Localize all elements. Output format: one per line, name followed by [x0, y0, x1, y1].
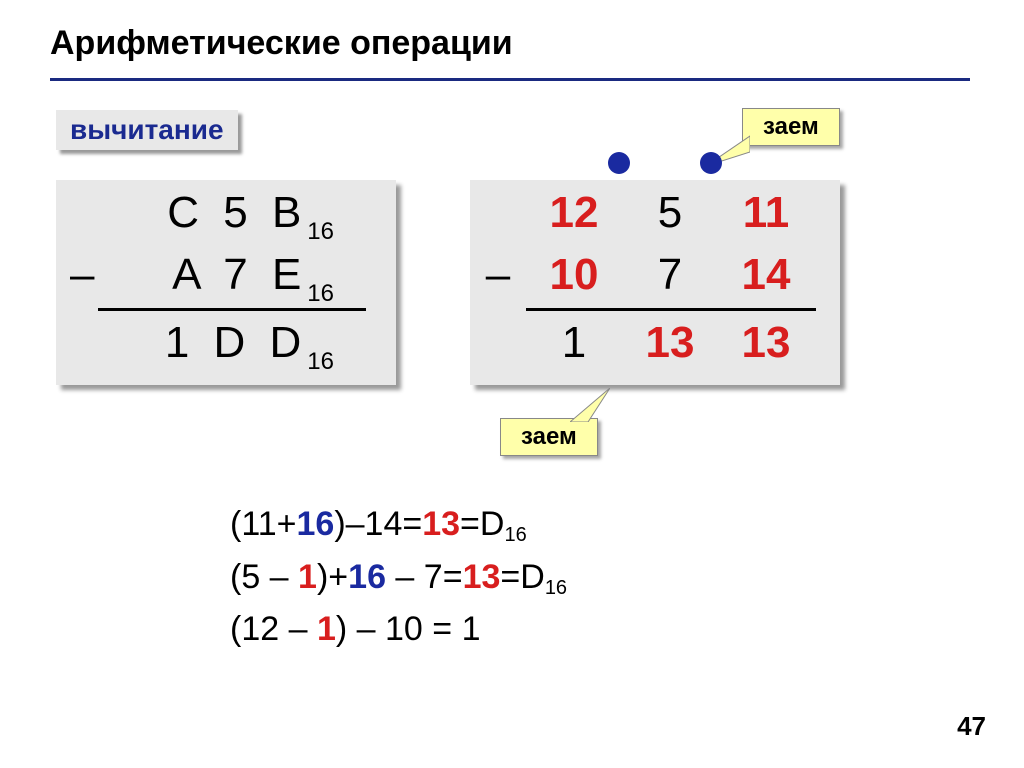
- callout-tail-bottom: [570, 388, 610, 422]
- borrow-callout-bottom: заем: [500, 418, 598, 456]
- dec-row-minuend: 12 5 11: [470, 188, 840, 238]
- hex-minuend: C 5 B16: [167, 188, 334, 238]
- borrow-label: заем: [521, 423, 577, 450]
- hex-result: 1 D D16: [165, 318, 334, 368]
- equations-block: (11+16)–14=13=D16 (5 – 1)+16 – 7=13=D16 …: [230, 498, 567, 656]
- equation-line: (5 – 1)+16 – 7=13=D16: [230, 551, 567, 604]
- dec-cell: 13: [718, 318, 814, 368]
- minus-sign: –: [470, 250, 526, 300]
- dec-cell: 7: [622, 250, 718, 300]
- dec-cell: 14: [718, 250, 814, 300]
- dec-cell: 11: [718, 188, 814, 238]
- page-number: 47: [957, 711, 986, 742]
- borrow-callout-top: заем: [742, 108, 840, 146]
- hex-rule: [98, 308, 366, 311]
- equation-line: (12 – 1) – 10 = 1: [230, 603, 567, 656]
- dec-cell: 1: [526, 318, 622, 368]
- dec-cell: 10: [526, 250, 622, 300]
- subtitle-box: вычитание: [56, 110, 238, 150]
- hex-subtraction-panel: C 5 B16 – A 7 E16 1 D D16: [56, 180, 396, 385]
- equation-line: (11+16)–14=13=D16: [230, 498, 567, 551]
- minus-sign: –: [70, 250, 94, 300]
- decimal-subtraction-panel: 12 5 11 – 10 7 14 1 13 13: [470, 180, 840, 385]
- dec-row-result: 1 13 13: [470, 318, 840, 368]
- dec-cell: 12: [526, 188, 622, 238]
- page-title: Арифметические операции: [50, 24, 513, 63]
- borrow-dot: [608, 152, 630, 174]
- borrow-label: заем: [763, 113, 819, 140]
- dec-cell: 13: [622, 318, 718, 368]
- dec-rule: [526, 308, 816, 311]
- borrow-dot: [700, 152, 722, 174]
- dec-row-subtrahend: – 10 7 14: [470, 250, 840, 300]
- title-underline: [50, 78, 970, 81]
- hex-subtrahend: A 7 E16: [172, 250, 334, 300]
- dec-cell: 5: [622, 188, 718, 238]
